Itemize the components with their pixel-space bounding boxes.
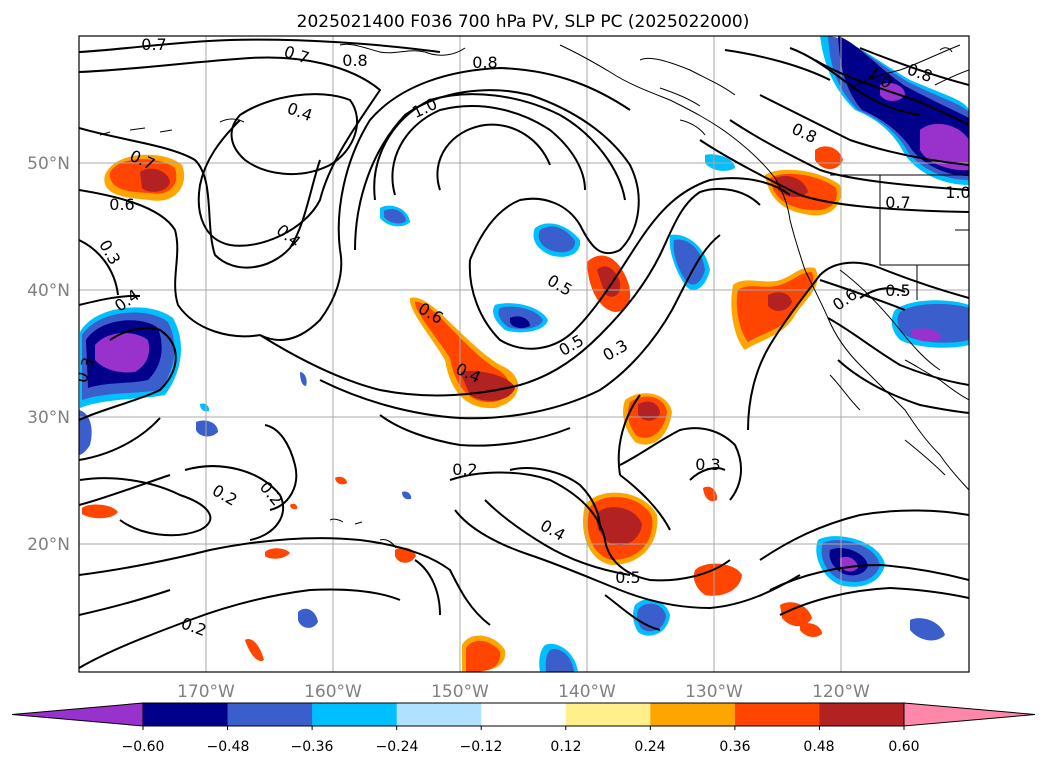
lon-label-160w: 160°W	[304, 682, 362, 702]
map-gridlines	[79, 36, 969, 672]
colorbar-tick-label: 0.24	[634, 739, 665, 755]
colorbar-segment	[312, 703, 398, 726]
lon-label-170w: 170°W	[177, 682, 235, 702]
lat-label-20n: 20°N	[27, 535, 70, 555]
colorbar-tick-label: −0.36	[291, 739, 334, 755]
colorbar-segment	[396, 703, 482, 726]
lon-label-150w: 150°W	[431, 682, 489, 702]
colorbar-segment	[143, 703, 229, 726]
contour-label: 0.8	[342, 51, 367, 70]
colorbar-tick-label: −0.24	[376, 739, 419, 755]
lon-label-130w: 130°W	[685, 682, 743, 702]
lon-label-140w: 140°W	[558, 682, 616, 702]
colorbar-segment	[819, 703, 905, 726]
colorbar-tick-label: 0.36	[719, 739, 750, 755]
colorbar-tick-label: 0.12	[550, 739, 581, 755]
colorbar-segments	[11, 702, 1036, 727]
lat-label-50n: 50°N	[27, 154, 70, 174]
slp-contours	[79, 38, 969, 669]
map-frame	[78, 35, 970, 673]
colorbar-tick-label: −0.48	[207, 739, 250, 755]
lon-label-120w: 120°W	[812, 682, 870, 702]
contour-label: 0.5	[615, 568, 640, 587]
figure-title: 2025021400 F036 700 hPa PV, SLP PC (2025…	[297, 12, 750, 32]
contour-label: 0.6	[109, 195, 134, 214]
lat-label-30n: 30°N	[27, 408, 70, 428]
colorbar-outline	[142, 702, 905, 727]
contour-label: 0.7	[885, 193, 910, 212]
colorbar: −0.60 −0.48 −0.36 −0.24 −0.12 0.12 0.24 …	[11, 702, 1036, 755]
colorbar-segment	[227, 703, 313, 726]
colorbar-tick-label: 0.48	[803, 739, 834, 755]
pv-negative-shading	[79, 36, 969, 672]
latitude-labels: 50°N 40°N 30°N 20°N	[27, 154, 70, 555]
colorbar-segment	[481, 703, 567, 726]
colorbar-segment	[650, 703, 736, 726]
contour-label: 0.2	[452, 460, 477, 479]
contour-label: 0.3	[695, 455, 720, 474]
colorbar-extension-low	[11, 702, 144, 727]
colorbar-segment	[565, 703, 651, 726]
longitude-labels: 170°W 160°W 150°W 140°W 130°W 120°W	[177, 682, 870, 702]
lat-label-40n: 40°N	[27, 281, 70, 301]
colorbar-extension-high	[903, 702, 1036, 727]
contour-label: 0.5	[885, 281, 910, 300]
colorbar-tick-label: −0.12	[460, 739, 503, 755]
colorbar-tick-label: −0.60	[122, 739, 165, 755]
colorbar-ticks: −0.60 −0.48 −0.36 −0.24 −0.12 0.12 0.24 …	[122, 726, 920, 755]
contour-label: 0.7	[141, 35, 166, 54]
colorbar-tick-label: 0.60	[888, 739, 919, 755]
colorbar-segment	[734, 703, 820, 726]
map-panel: 0.7 0.7 0.8 0.8 1.0 0.4 0.7 0.6 0.4 0.3 …	[78, 35, 970, 673]
contour-label: 1.0	[945, 183, 970, 202]
contour-label: 0.8	[472, 53, 497, 72]
